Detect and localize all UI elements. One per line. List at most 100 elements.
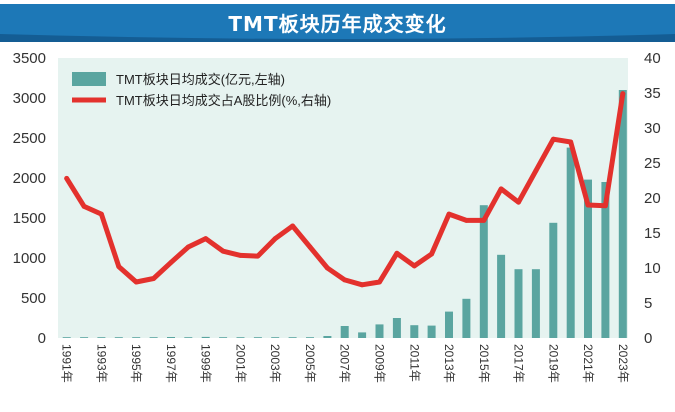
line-point-1993 [99,211,104,217]
bar-2009 [375,324,384,338]
bar-2014 [462,298,471,338]
line-point-2007 [342,277,348,283]
bar-2018 [531,269,540,338]
line-point-2009 [377,279,382,285]
bar-1997 [167,337,175,338]
y-left-tick: 2000 [13,170,46,187]
chart-svg: 0 500 1000 1500 2000 2500 3000 3500 0 5 10 15 20 25 3… [13,50,661,383]
line-point-1999 [203,236,209,242]
chart-title: TMT板块历年成交变化 [228,12,447,36]
line-point-2005 [307,244,313,250]
y-right-tick: 20 [644,190,661,207]
y-left-tick: 500 [21,290,46,307]
bar-1991 [62,337,71,338]
line-point-2020 [568,139,574,145]
x-tick-label: 2017年 [512,344,526,383]
line-point-2017 [516,199,521,205]
line-point-2018 [533,168,539,174]
bar-2016 [497,254,506,338]
y-left-tick: 0 [38,330,46,347]
y-right-tick: 40 [644,50,661,67]
line-point-1991 [64,176,70,181]
line-point-2000 [220,248,226,254]
line-point-2016 [498,186,504,192]
y-left-tick: 3500 [13,50,46,67]
x-tick-label: 2015年 [477,344,491,383]
x-tick-label: 2013年 [442,344,456,383]
bar-2004 [288,337,297,338]
y-right-tick: 25 [644,155,661,172]
bar-2012 [427,325,436,338]
y-left-tick: 1000 [13,250,46,267]
line-point-2012 [429,251,434,257]
chart-area: 0 500 1000 1500 2000 2500 3000 3500 0 5 10 15 20 25 3… [0,46,675,407]
y-right-tick: 35 [644,85,661,102]
x-tick-label: 2023年 [616,344,630,383]
bar-2019 [549,222,558,338]
bar-2002 [253,337,262,338]
y-right-tick: 0 [644,330,652,347]
x-tick-label: 1993年 [94,344,108,383]
line-point-1994 [116,264,122,269]
x-tick-label: 1991年 [60,344,74,383]
bar-1995 [132,337,141,338]
bar-2007 [340,326,349,338]
x-tick-label: 1997年 [164,344,178,383]
title-banner [0,4,675,42]
bar-1998 [184,337,193,338]
title-bar: TMT板块历年成交变化 [0,0,675,46]
line-point-2019 [550,136,556,142]
y-left-tick: 1500 [13,210,46,227]
bar-2023 [618,90,627,338]
x-tick-label: 2007年 [338,344,352,383]
x-tick-label: 2005年 [303,344,317,383]
bar-2017 [514,269,523,338]
bar-2000 [219,337,228,338]
bar-1993 [97,337,106,338]
bar-2001 [236,337,245,338]
line-point-2002 [255,253,261,259]
bar-2011 [410,325,419,338]
x-tick-label: 2011年 [407,344,421,382]
y-right-tick: 10 [644,260,661,277]
x-tick-label: 2001年 [234,344,248,383]
y-right-tick: 15 [644,225,661,242]
line-point-2023 [620,91,626,97]
line-point-2010 [394,250,400,256]
bar-2006 [323,336,332,338]
line-point-1995 [133,279,139,285]
line-point-1996 [151,276,157,281]
y-right-tick: 30 [644,120,661,137]
bar-1992 [80,337,89,338]
line-point-1997 [168,260,174,265]
line-point-2014 [464,218,469,223]
line-point-2022 [603,203,608,209]
legend-bar-swatch [72,72,106,86]
bar-1996 [149,337,158,338]
x-tick-label: 2003年 [268,344,282,383]
line-point-2008 [359,282,365,288]
legend-line-label: TMT板块日均成交占A股比例(%,右轴) [116,93,331,108]
bar-2008 [358,332,367,338]
line-point-1992 [81,204,87,209]
line-point-2015 [481,218,487,223]
bar-2005 [306,337,314,338]
x-tick-label: 2021年 [581,344,595,383]
x-tick-label: 1995年 [129,344,143,383]
bar-1999 [201,336,210,338]
line-point-2004 [290,223,295,229]
line-point-1998 [185,244,191,250]
bar-2003 [271,337,280,338]
bar-2022 [601,182,610,338]
line-point-2013 [446,211,452,217]
bar-2010 [392,318,401,338]
bar-2013 [445,311,453,338]
legend-bar-label: TMT板块日均成交(亿元,左轴) [116,72,285,87]
bar-2015 [479,205,488,338]
bar-2020 [566,147,575,338]
line-point-2011 [411,263,417,269]
y-right-tick: 5 [644,295,652,312]
bar-1994 [114,337,123,338]
x-tick-label: 1999年 [199,344,213,383]
